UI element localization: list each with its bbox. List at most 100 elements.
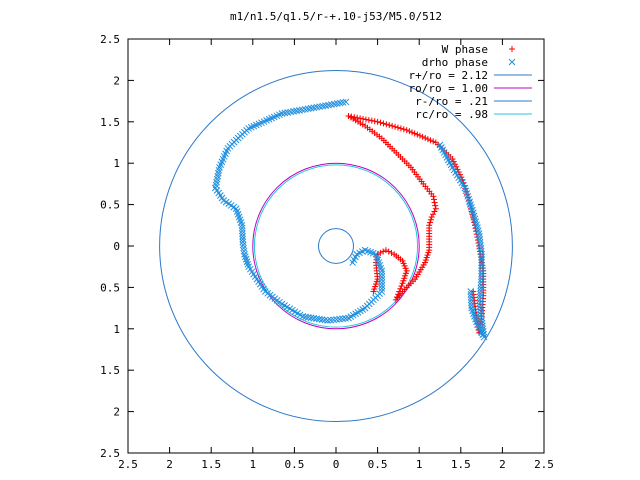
drho-phase-point <box>244 260 252 268</box>
drho-phase-point <box>474 224 481 232</box>
y-tick-label: 1.5 <box>100 116 120 129</box>
drho-phase-point <box>240 244 248 252</box>
drho-phase-point <box>478 253 485 261</box>
drho-phase-point <box>291 308 299 316</box>
drho-phase-point <box>216 192 224 199</box>
drho-phase-point <box>476 236 484 243</box>
drho-phase-point <box>472 315 479 323</box>
drho-phase-point <box>255 278 262 285</box>
drho-phase-point <box>239 241 247 249</box>
drho-phase-point <box>467 296 475 304</box>
drho-phase-point <box>467 201 474 208</box>
drho-phase-point <box>461 184 469 192</box>
drho-phase-point <box>378 288 386 295</box>
drho-phase-point <box>242 255 250 263</box>
drho-phase-point <box>456 176 464 184</box>
drho-phase-point <box>253 275 261 283</box>
drho-phase-point <box>463 190 471 197</box>
drho-phase-point <box>458 179 466 187</box>
drho-phase-point <box>227 202 235 209</box>
drho-phase-point <box>465 195 473 203</box>
drho-phase-point <box>373 253 381 261</box>
drho-phase-point <box>471 313 478 320</box>
drho-phase-point <box>218 194 226 202</box>
y-tick-label: 0 <box>113 240 120 253</box>
drho-phase-point <box>439 146 447 154</box>
x-tick-label: 2 <box>499 458 506 471</box>
circle-r-ro <box>159 69 513 423</box>
drho-phase-point <box>472 218 480 226</box>
x-tick-label: 2.5 <box>534 458 554 471</box>
drho-phase-point <box>462 187 470 195</box>
drho-phase-point <box>239 235 247 243</box>
drho-phase-point <box>234 210 242 218</box>
legend-label: r+/ro = 2.12 <box>409 69 488 82</box>
drho-phase-point <box>467 293 475 301</box>
drho-phase-point <box>239 238 247 246</box>
drho-phase-point <box>478 259 485 266</box>
drho-phase-point <box>281 302 288 309</box>
drho-phase-point <box>246 265 254 273</box>
y-tick-label: 1 <box>113 323 120 336</box>
drho-phase-point <box>478 273 485 280</box>
drho-phase-point <box>313 315 320 323</box>
drho-phase-point <box>215 189 223 197</box>
x-tick-label: 1.5 <box>451 458 471 471</box>
drho-phase-point <box>478 328 485 336</box>
drho-phase-point <box>469 307 476 315</box>
drho-phase-point <box>378 270 386 278</box>
drho-phase-point <box>477 281 485 289</box>
drho-phase-point <box>238 221 246 229</box>
drho-phase-point <box>469 206 476 214</box>
drho-phase-point <box>478 278 485 286</box>
drho-phase-point <box>378 273 386 281</box>
drho-phase-point <box>260 285 267 293</box>
drho-phase-point <box>286 305 294 312</box>
drho-phase-point <box>233 208 241 215</box>
drho-phase-point <box>258 283 266 290</box>
drho-phase-point <box>245 263 252 271</box>
drho-phase-point <box>460 182 467 189</box>
drho-phase-point <box>364 247 372 255</box>
drho-phase-point <box>446 159 454 166</box>
drho-phase-point <box>241 250 248 258</box>
drho-phase-point <box>212 184 219 192</box>
drho-phase-point <box>235 213 243 221</box>
drho-phase-point <box>477 245 485 252</box>
x-tick-label: 0.5 <box>284 458 304 471</box>
drho-phase-point <box>467 299 475 306</box>
x-tick-label: 2.5 <box>118 458 138 471</box>
reference-circles <box>159 69 513 423</box>
drho-phase-point <box>477 247 485 255</box>
drho-phase-point <box>474 227 482 234</box>
drho-phase-point <box>250 270 257 278</box>
drho-phase-point <box>477 302 484 310</box>
drho-phase-point <box>447 161 455 169</box>
x-axis-ticks: 2.5 2 1.5 1 0.5 0 0.5 1 1.5 2 2.5 <box>118 39 554 471</box>
x-tick-label: 1.5 <box>201 458 221 471</box>
drho-phase-point <box>436 141 444 149</box>
drho-phase-point <box>468 204 475 211</box>
y-tick-label: 2.5 <box>100 447 120 460</box>
y-tick-label: 0.5 <box>100 281 120 294</box>
drho-phase-point <box>455 174 463 182</box>
drho-phase-point <box>473 318 480 326</box>
drho-phase-point <box>376 261 384 269</box>
drho-phase-point <box>256 280 264 288</box>
drho-phase-point <box>378 276 386 284</box>
drho-phase-point <box>476 239 484 246</box>
drho-phase-point <box>302 313 309 321</box>
drho-phase-point <box>243 258 251 266</box>
drho-phase-point <box>239 232 246 240</box>
drho-phase-point <box>478 256 485 264</box>
drho-phase-point <box>450 166 458 174</box>
drho-phase-point <box>449 163 456 171</box>
drho-phase-point <box>299 313 307 320</box>
drho-phase-point <box>288 306 296 314</box>
drho-phase-point <box>478 267 485 275</box>
drho-phase-point <box>374 256 382 264</box>
drho-phase-point <box>294 309 301 317</box>
drho-phase-point <box>469 209 477 217</box>
drho-phase-point <box>477 242 484 249</box>
